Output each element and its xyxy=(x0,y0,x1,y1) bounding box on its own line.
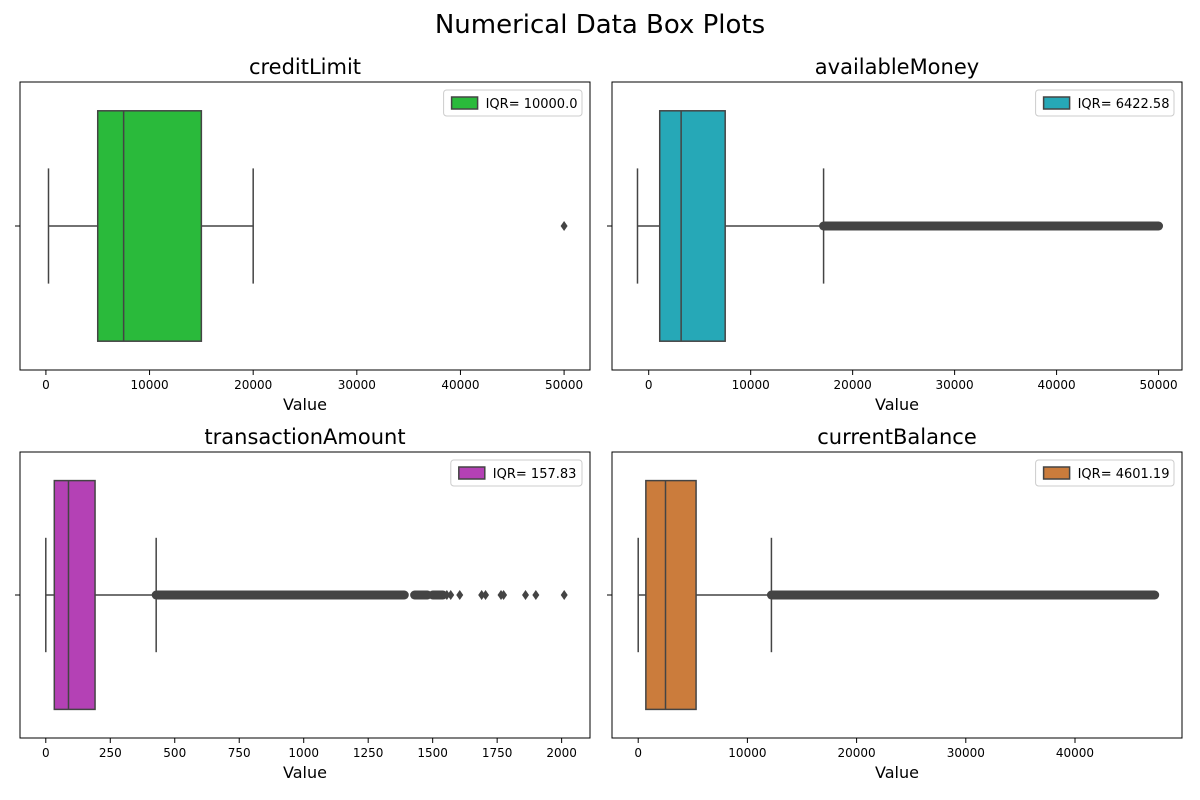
x-tick-label: 500 xyxy=(163,746,186,760)
x-tick-label: 750 xyxy=(228,746,251,760)
legend: IQR= 157.83 xyxy=(450,459,583,487)
x-tick-label: 10000 xyxy=(728,746,766,760)
outlier-point xyxy=(560,590,568,600)
x-axis-label: Value xyxy=(875,763,919,782)
x-tick-label: 50000 xyxy=(545,378,583,392)
x-axis-label: Value xyxy=(283,395,327,414)
x-tick-label: 1000 xyxy=(288,746,319,760)
x-tick-label: 10000 xyxy=(130,378,168,392)
x-tick-label: 40000 xyxy=(1037,378,1075,392)
x-tick-label: 20000 xyxy=(838,746,876,760)
outlier-point xyxy=(560,221,568,231)
iqr-box xyxy=(96,110,203,342)
x-tick-label: 30000 xyxy=(947,746,985,760)
x-tick-label: 0 xyxy=(42,746,50,760)
x-tick-label: 20000 xyxy=(834,378,872,392)
subplot-title: availableMoney xyxy=(815,55,979,79)
subplot-currentBalance: currentBalance 0 10000 20000 30000 40000 Value… xyxy=(607,425,1183,782)
outlier-point xyxy=(443,590,451,600)
legend-label: IQR= 157.83 xyxy=(493,467,577,482)
subplot-title: currentBalance xyxy=(817,425,977,449)
x-tick-label: 1250 xyxy=(353,746,384,760)
x-tick-label: 50000 xyxy=(1139,378,1177,392)
subplot-creditLimit: creditLimit 0 10000 20000 30000 40000 50000 Val… xyxy=(15,55,591,414)
x-tick-label: 20000 xyxy=(234,378,272,392)
outlier-point xyxy=(478,590,486,600)
x-tick-label: 30000 xyxy=(338,378,376,392)
figure-title: Numerical Data Box Plots xyxy=(434,10,766,40)
x-axis-label: Value xyxy=(283,763,327,782)
legend: IQR= 10000.0 xyxy=(443,89,583,117)
outlier-point xyxy=(532,590,540,600)
outlier-point xyxy=(522,590,530,600)
x-tick-label: 1750 xyxy=(482,746,513,760)
x-tick-label: 250 xyxy=(99,746,122,760)
subplot-transactionAmount: transactionAmount 0 250 500 750 1000 1250 1500 1… xyxy=(15,425,591,782)
x-tick-label: 0 xyxy=(645,378,653,392)
outlier-point xyxy=(500,590,508,600)
outlier-point xyxy=(482,590,490,600)
legend-label: IQR= 4601.19 xyxy=(1078,467,1170,482)
iqr-box xyxy=(53,479,96,711)
x-tick-label: 40000 xyxy=(441,378,479,392)
x-axis-label: Value xyxy=(875,395,919,414)
outlier-point xyxy=(447,590,455,600)
x-tick-label: 1500 xyxy=(417,746,448,760)
x-tick-label: 10000 xyxy=(732,378,770,392)
legend-swatch xyxy=(1042,96,1071,110)
legend-swatch xyxy=(450,96,479,110)
subplot-title: transactionAmount xyxy=(204,425,405,449)
subplot-title: creditLimit xyxy=(249,55,361,79)
legend: IQR= 4601.19 xyxy=(1035,459,1175,487)
iqr-box xyxy=(645,479,697,711)
legend-swatch xyxy=(458,466,486,480)
x-tick-label: 40000 xyxy=(1056,746,1094,760)
legend-swatch xyxy=(1042,466,1071,480)
x-tick-label: 0 xyxy=(634,746,642,760)
legend: IQR= 6422.58 xyxy=(1035,89,1175,117)
x-tick-label: 30000 xyxy=(936,378,974,392)
x-tick-label: 0 xyxy=(42,378,50,392)
legend-label: IQR= 6422.58 xyxy=(1078,97,1170,112)
iqr-box xyxy=(658,110,726,342)
legend-label: IQR= 10000.0 xyxy=(486,97,578,112)
subplot-availableMoney: availableMoney 0 10000 20000 30000 40000 50000… xyxy=(607,55,1183,414)
x-tick-label: 2000 xyxy=(546,746,577,760)
outlier-point xyxy=(456,590,464,600)
